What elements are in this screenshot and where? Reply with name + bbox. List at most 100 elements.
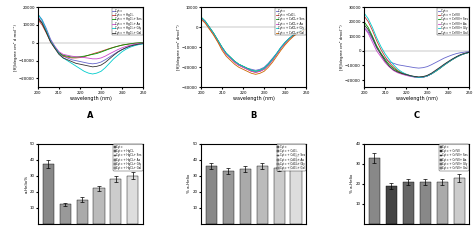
Cyt c + HgCl₂+ Ses — [69, 56, 74, 59]
Cyt c + HgCl₂+ Gly — [52, 46, 58, 49]
Cyt c — [39, 18, 45, 21]
Cyt c +CdCl₂ — [198, 17, 204, 20]
Cyt c + HgCl₂+ Gal — [136, 43, 142, 45]
Cyt c + CdCl₂+ Aa — [249, 70, 255, 73]
Cyt c + CdCl₂+ Aa — [223, 53, 229, 56]
Cyt c + HgCl₂ — [60, 55, 66, 58]
Cyt c + CdCl₂+ Aa — [291, 34, 296, 37]
Cyt c + Cr(VI)+ Aa — [433, 69, 438, 72]
Cyt c — [215, 39, 221, 42]
Cyt c + CdCl₂+ Gly — [261, 67, 267, 70]
Cyt c + HgCl₂+ Ses — [128, 42, 133, 45]
Cyt c + Cr(VI) — [391, 65, 396, 68]
Cyt c + CdCl₂+ Aa — [278, 47, 284, 50]
Cyt c — [44, 27, 49, 30]
Cyt c — [378, 52, 384, 55]
Cyt c + Cr(VI)+ Aa — [449, 58, 455, 61]
Cyt c + Cr(VI)+ Gal — [437, 66, 443, 69]
Cyt c + HgCl₂+ Gal — [39, 22, 45, 25]
Cyt c + HgCl₂ — [64, 56, 70, 59]
Cyt c + Cr(VI)+ Gal — [458, 53, 464, 56]
Cyt c + Cr(VI)+ Ses — [433, 70, 438, 73]
Cyt c + Cr(VI)+ Gly — [361, 12, 367, 15]
Cyt c + CdCl₂+ Ses — [240, 65, 246, 68]
Cyt c + Cr(VI)+ Gal — [408, 74, 413, 77]
Cyt c + HgCl₂+ Gal — [132, 44, 137, 46]
Cyt c + Cr(VI)+ Aa — [403, 74, 409, 77]
Cyt c + HgCl₂+ Ses — [39, 22, 45, 25]
Cyt c — [56, 51, 62, 54]
Cyt c + CdCl₂+ Gly — [249, 69, 255, 72]
Cyt c + Cr(VI)+ Aa — [365, 32, 371, 35]
Cyt c + HgCl₂ — [136, 42, 142, 45]
Cyt c — [211, 32, 217, 35]
Cyt c — [60, 55, 66, 58]
Cyt c + HgCl₂+ Aa — [48, 39, 54, 42]
Line: Cyt c +CdCl₂: Cyt c +CdCl₂ — [201, 18, 306, 72]
Cyt c + HgCl₂+ Aa — [94, 57, 100, 60]
Cyt c + Cr(VI)+ Ses — [370, 35, 375, 38]
Cyt c +CdCl₂ — [274, 53, 280, 56]
Cyt c + HgCl₂+ Aa — [86, 57, 91, 60]
Cyt c — [219, 46, 225, 49]
Cyt c + HgCl₂ — [48, 40, 54, 43]
Cyt c + Cr(VI) — [466, 51, 472, 54]
Cyt c — [69, 58, 74, 61]
Cyt c + CdCl₂+ Gal — [257, 72, 263, 75]
Cyt c +CdCl₂ — [278, 47, 284, 50]
Cyt c + CdCl₂+ Gal — [291, 35, 296, 38]
Cyt c + CdCl₂+ Ses — [283, 41, 288, 44]
Cyt c — [408, 65, 413, 68]
Cyt c + HgCl₂+ Ses — [56, 51, 62, 54]
Bar — [454, 178, 465, 224]
Cyt c + Cr(VI)+ Gal — [386, 65, 392, 68]
Cyt c + Cr(VI)+ Aa — [454, 55, 459, 58]
Cyt c + HgCl₂+ Gly — [94, 72, 100, 74]
Cyt c +CdCl₂ — [291, 34, 296, 37]
Cyt c — [35, 13, 41, 16]
Line: Cyt c + HgCl₂+ Gly: Cyt c + HgCl₂+ Gly — [38, 14, 143, 74]
Text: A: A — [87, 111, 94, 120]
Cyt c + HgCl₂+ Aa — [44, 30, 49, 33]
Cyt c + CdCl₂+ Gal — [286, 39, 292, 42]
Y-axis label: % a-Helix: % a-Helix — [187, 174, 191, 193]
Cyt c +CdCl₂ — [232, 61, 237, 64]
Cyt c + HgCl₂+ Gal — [52, 47, 58, 50]
Cyt c + Cr(VI)+ Aa — [361, 26, 367, 29]
Cyt c + Cr(VI)+ Gly — [391, 63, 396, 66]
Cyt c + Cr(VI)+ Aa — [382, 61, 388, 64]
Cyt c + HgCl₂+ Gly — [69, 62, 74, 65]
Cyt c + Cr(VI)+ Ses — [424, 74, 430, 77]
Cyt c + CdCl₂+ Ses — [295, 31, 301, 34]
X-axis label: wavelength (nm): wavelength (nm) — [70, 96, 111, 101]
Cyt c + Cr(VI)+ Aa — [378, 55, 384, 58]
Cyt c + Cr(VI)+ Gly — [408, 74, 413, 77]
Cyt c + HgCl₂+ Gal — [86, 64, 91, 67]
Cyt c + Cr(VI)+ Gly — [365, 17, 371, 20]
Cyt c + HgCl₂+ Ses — [64, 55, 70, 58]
Cyt c + Cr(VI)+ Aa — [412, 76, 418, 79]
Cyt c + HgCl₂+ Gly — [64, 59, 70, 62]
Cyt c + HgCl₂+ Gly — [140, 42, 146, 45]
Cyt c + Cr(VI)+ Gal — [433, 69, 438, 72]
Line: Cyt c + CdCl₂+ Gly: Cyt c + CdCl₂+ Gly — [201, 17, 306, 71]
Line: Cyt c: Cyt c — [38, 14, 143, 64]
Cyt c + Cr(VI)+ Gal — [466, 51, 472, 54]
Cyt c + Cr(VI)+ Ses — [462, 52, 468, 55]
Cyt c — [48, 38, 54, 41]
Cyt c + CdCl₂+ Gly — [228, 56, 233, 59]
Cyt c + Cr(VI)+ Ses — [374, 44, 380, 47]
Cyt c + CdCl₂+ Gal — [240, 68, 246, 71]
Cyt c + Cr(VI)+ Gly — [428, 73, 434, 75]
Cyt c + CdCl₂+ Ses — [286, 37, 292, 40]
Cyt c + Cr(VI)+ Gal — [382, 60, 388, 63]
Cyt c + Cr(VI)+ Ses — [428, 73, 434, 75]
Cyt c + CdCl₂+ Ses — [261, 67, 267, 70]
Cyt c — [198, 16, 204, 19]
Cyt c + HgCl₂+ Aa — [52, 45, 58, 48]
Cyt c — [395, 63, 401, 66]
Cyt c + CdCl₂+ Ses — [245, 67, 250, 70]
Cyt c + HgCl₂+ Aa — [128, 44, 133, 47]
Cyt c + Cr(VI)+ Gal — [365, 28, 371, 31]
Cyt c + Cr(VI)+ Aa — [386, 65, 392, 68]
